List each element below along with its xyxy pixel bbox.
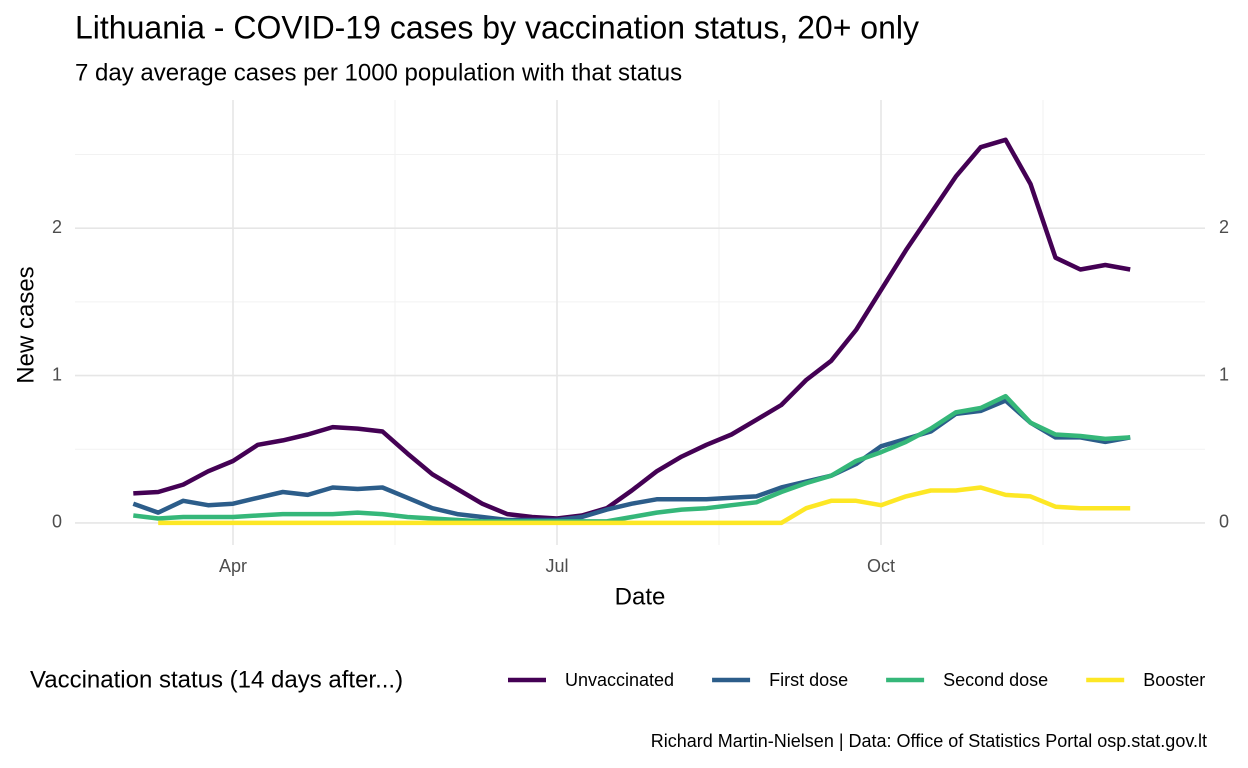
- caption: Richard Martin-Nielsen | Data: Office of…: [651, 731, 1207, 751]
- series-line: [133, 393, 1131, 524]
- series-line: [132, 398, 1131, 523]
- x-tick-label: Apr: [219, 556, 247, 576]
- legend-label: Unvaccinated: [565, 670, 674, 690]
- chart-subtitle: 7 day average cases per 1000 population …: [75, 59, 682, 86]
- x-axis-title: Date: [615, 583, 666, 610]
- series-line: [158, 485, 1131, 526]
- y-tick-label: 1: [52, 364, 62, 384]
- legend-title: Vaccination status (14 days after...): [30, 666, 403, 693]
- y-tick-label: 2: [52, 217, 62, 237]
- legend-label: Second dose: [943, 670, 1048, 690]
- y-tick-label: 0: [52, 512, 62, 532]
- y-axis-title: New cases: [12, 266, 39, 383]
- x-tick-label: Jul: [545, 556, 568, 576]
- legend-label: First dose: [769, 670, 848, 690]
- x-tick-label: Oct: [867, 556, 895, 576]
- y2-tick-label: 0: [1219, 512, 1229, 532]
- y2-tick-label: 1: [1219, 364, 1229, 384]
- legend-label: Booster: [1143, 670, 1205, 690]
- y2-tick-label: 2: [1219, 217, 1229, 237]
- series-line: [133, 137, 1131, 521]
- chart-title: Lithuania - COVID-19 cases by vaccinatio…: [75, 9, 919, 45]
